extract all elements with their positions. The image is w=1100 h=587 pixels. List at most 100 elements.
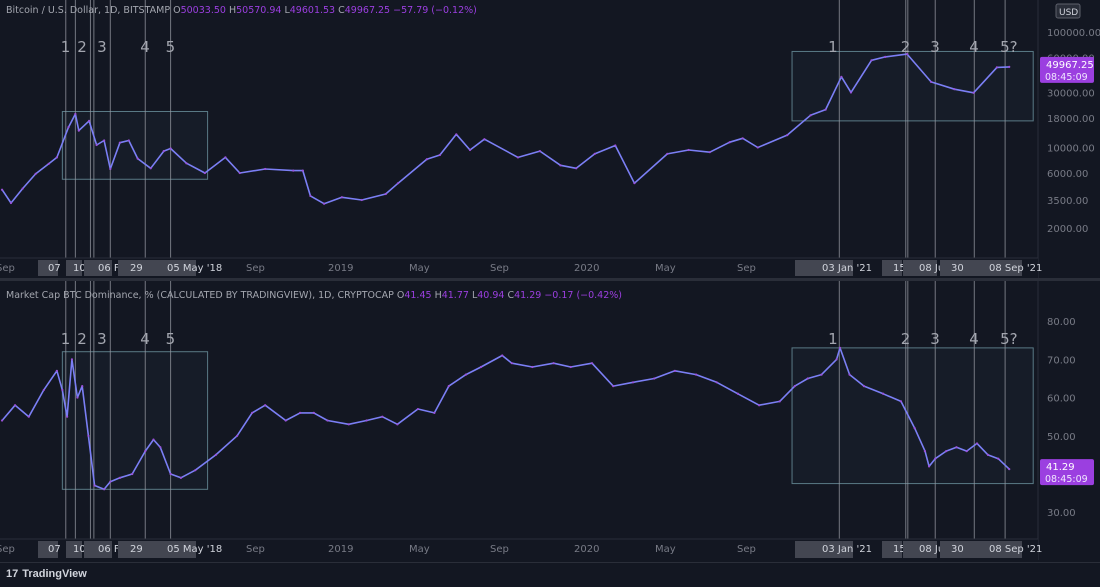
data-point	[590, 362, 594, 365]
data-point	[464, 373, 468, 376]
bar-countdown: 08:45:09	[1045, 474, 1088, 485]
data-point	[103, 488, 106, 491]
data-point	[1008, 65, 1011, 68]
x-tick-label: 07	[48, 544, 61, 555]
data-point	[666, 152, 669, 155]
data-point	[347, 423, 350, 426]
btc-dominance-chart[interactable]: 30.0040.0050.0060.0070.0080.001234512345…	[0, 281, 1100, 560]
wave-label: 3	[930, 330, 940, 348]
x-tick-label: 2020	[574, 263, 599, 274]
data-point	[516, 156, 520, 159]
last-price-badge[interactable]	[1040, 459, 1094, 486]
data-point	[131, 472, 134, 476]
data-point	[559, 164, 562, 167]
wave-label: 2	[901, 38, 911, 56]
date-badge	[38, 260, 58, 276]
data-point	[433, 411, 436, 414]
y-tick-label: 80.00	[1047, 317, 1076, 328]
legend-ohlc-c_label: C	[338, 5, 345, 16]
data-point	[840, 75, 843, 78]
x-tick-label: 08 Sep '21	[989, 263, 1042, 274]
data-point	[870, 59, 873, 62]
legend-ohlc-h_label: H	[435, 290, 442, 301]
data-point	[687, 148, 690, 152]
last-price-badge[interactable]	[1040, 56, 1094, 83]
data-point	[715, 381, 718, 384]
price-axis[interactable]	[1038, 0, 1100, 278]
data-point	[552, 362, 555, 365]
time-axis[interactable]	[0, 258, 1038, 278]
data-point	[27, 415, 30, 418]
data-point	[479, 365, 483, 369]
data-point	[614, 144, 617, 147]
data-point	[862, 385, 866, 388]
legend-ohlc-c: 49967.25	[345, 5, 393, 16]
data-point	[758, 404, 761, 407]
wave-label: 1	[828, 330, 838, 348]
data-point	[149, 167, 152, 170]
data-point	[820, 373, 823, 376]
data-point	[468, 148, 472, 152]
wave-box[interactable]	[791, 347, 1034, 485]
data-point	[66, 415, 69, 418]
x-tick-label: 2019	[328, 263, 353, 274]
data-point	[309, 194, 312, 198]
legend-ohlc-o_label: O	[173, 5, 180, 16]
pane-separator[interactable]	[0, 278, 1100, 281]
data-point	[728, 141, 731, 144]
btc-price-pane[interactable]: 2000.00 3500.00 6000.00 10000.00 18000.00 300…	[0, 0, 1100, 278]
data-point	[55, 369, 58, 372]
date-badge	[66, 260, 82, 276]
legend-ohlc-change: −57.79 (−0.12%)	[393, 5, 477, 16]
data-point	[127, 139, 130, 142]
data-point	[396, 182, 400, 185]
wave-label: 3	[97, 38, 107, 56]
chart-title-legend: Market Cap BTC Dominance, % (CALCULATED …	[6, 290, 622, 301]
data-point	[55, 156, 58, 159]
wave-label: 5	[166, 330, 176, 348]
legend-title: Bitcoin / U.S. Dollar, 1D, BITSTAMP	[6, 5, 173, 16]
time-axis[interactable]	[0, 539, 1038, 560]
data-point	[899, 400, 903, 403]
data-point	[965, 449, 968, 453]
price-axis[interactable]	[1038, 281, 1100, 560]
currency-label: USD	[1059, 8, 1078, 18]
data-point	[159, 446, 162, 449]
date-badge	[142, 260, 196, 276]
btc-price-chart[interactable]: 2000.00 3500.00 6000.00 10000.00 18000.00 300…	[0, 0, 1100, 278]
price-series-line[interactable]	[1, 347, 1010, 491]
tradingview-logo[interactable]: 17 TradingView	[6, 568, 87, 580]
data-point	[425, 158, 428, 161]
data-point	[109, 167, 112, 171]
date-badge	[940, 260, 964, 276]
wave-label: 2	[77, 330, 87, 348]
data-point	[235, 434, 239, 437]
wave-label: 4	[969, 38, 979, 56]
data-point	[264, 167, 267, 171]
x-tick-label: Sep	[246, 544, 265, 555]
data-point	[633, 182, 636, 185]
data-point	[849, 91, 853, 94]
legend-ohlc-o: 41.45	[404, 290, 434, 301]
wave-label: 1	[61, 330, 71, 348]
footer-bar: 17 TradingView	[0, 562, 1100, 587]
data-point	[930, 80, 933, 84]
currency-badge[interactable]	[1055, 3, 1081, 19]
x-tick-label: May	[655, 263, 676, 274]
btc-dominance-pane[interactable]: 30.0040.0050.0060.0070.0080.001234512345…	[0, 281, 1100, 560]
x-tick-label: 08 Jun	[919, 544, 951, 555]
data-point	[736, 392, 740, 395]
date-badge	[940, 541, 964, 558]
wave-label: 3	[97, 330, 107, 348]
date-badge	[882, 541, 902, 558]
date-badge	[84, 260, 112, 276]
data-point	[986, 453, 990, 457]
wave-box[interactable]	[61, 111, 209, 180]
data-point	[34, 172, 37, 175]
wave-box[interactable]	[791, 50, 1034, 122]
x-tick-label: 30 J	[951, 544, 970, 555]
date-badge	[84, 541, 112, 558]
data-point	[185, 162, 188, 165]
data-point	[360, 198, 363, 202]
wave-label: 5?	[1000, 330, 1018, 348]
